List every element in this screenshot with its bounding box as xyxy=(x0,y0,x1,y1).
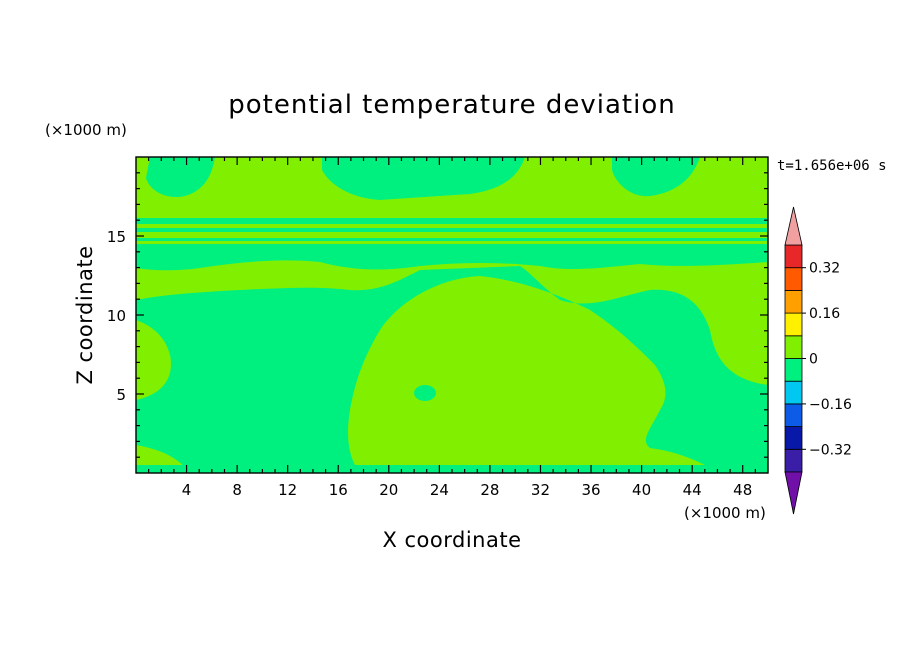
contour-region xyxy=(136,266,768,473)
colorbar-tick-label: 0.16 xyxy=(809,306,840,322)
x-tick-label: 20 xyxy=(379,481,398,499)
contour-region xyxy=(612,157,700,197)
colorbar-segment xyxy=(784,358,803,382)
x-axis-ticks: 4 8 12 16 20 24 28 32 36 40 44 48 xyxy=(148,157,756,499)
contour-region xyxy=(322,157,525,200)
time-label: t=1.656e+06 s xyxy=(777,158,887,174)
contour-field xyxy=(136,157,768,473)
y-axis-label: Z coordinate xyxy=(73,245,97,384)
colorbar-over-triangle xyxy=(784,206,803,246)
contour-region xyxy=(146,157,215,198)
colorbar-segment xyxy=(784,267,803,291)
y-tick-label: 10 xyxy=(107,307,126,325)
x-tick-label: 28 xyxy=(480,481,499,499)
y-tick-label: 15 xyxy=(107,228,126,246)
colorbar-tick-label: −0.32 xyxy=(809,442,852,458)
y-axis-ticks: 5 10 15 xyxy=(107,172,768,458)
contour-region xyxy=(136,244,768,271)
colorbar-segment xyxy=(784,403,803,427)
x-tick-label: 36 xyxy=(581,481,600,499)
y-axis-unit: (×1000 m) xyxy=(45,121,127,139)
x-tick-label: 24 xyxy=(430,481,449,499)
x-axis-label: X coordinate xyxy=(382,528,521,552)
contour-blob xyxy=(414,385,436,401)
chart-title: potential temperature deviation xyxy=(228,90,675,120)
colorbar-segment xyxy=(784,244,803,269)
colorbar-segment xyxy=(784,289,803,314)
x-tick-label: 32 xyxy=(531,481,550,499)
x-tick-label: 44 xyxy=(683,481,702,499)
colorbar-segment xyxy=(784,448,803,473)
colorbar-segment xyxy=(784,312,803,337)
x-tick-label: 48 xyxy=(733,481,752,499)
colorbar-tick-label: −0.16 xyxy=(809,397,852,413)
colorbar: −0.32 −0.16 0 0.16 0.32 xyxy=(784,206,852,515)
colorbar-tick-label: 0.32 xyxy=(809,261,840,277)
x-tick-label: 12 xyxy=(278,481,297,499)
x-tick-label: 40 xyxy=(632,481,651,499)
contour-layer xyxy=(136,228,768,232)
x-tick-label: 16 xyxy=(329,481,348,499)
colorbar-under-triangle xyxy=(784,471,803,515)
colorbar-segment xyxy=(784,426,803,450)
colorbar-segment xyxy=(784,335,803,359)
colorbar-tick-label: 0 xyxy=(809,352,818,368)
contour-layer xyxy=(136,238,768,241)
x-tick-label: 8 xyxy=(232,481,242,499)
x-axis-unit: (×1000 m) xyxy=(684,504,766,522)
colorbar-segment xyxy=(784,380,803,405)
x-tick-label: 4 xyxy=(182,481,192,499)
y-tick-label: 5 xyxy=(116,386,126,404)
contour-layer xyxy=(136,218,768,224)
